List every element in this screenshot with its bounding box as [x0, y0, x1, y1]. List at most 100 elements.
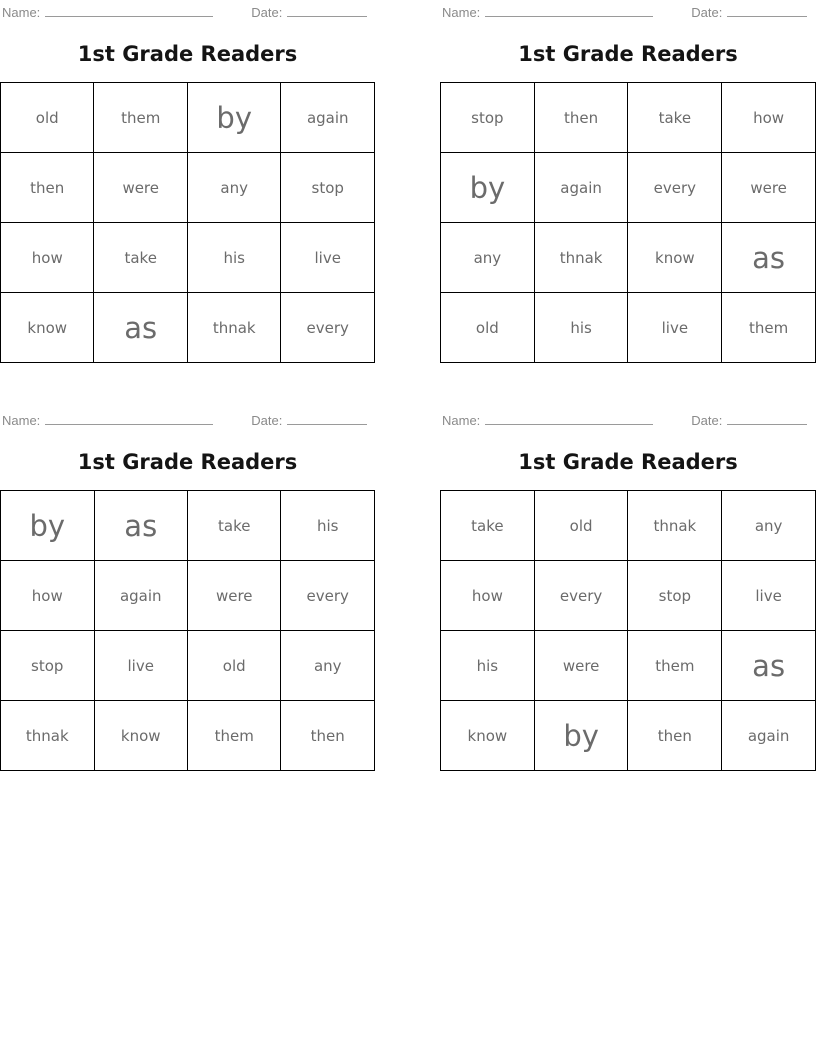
name-blank-line [45, 4, 214, 17]
word-cell: every [627, 152, 723, 223]
bingo-row: how every stop live [440, 560, 816, 631]
word-cell: his [280, 490, 375, 561]
bingo-row: take old thnak any [440, 490, 816, 561]
word-cell: live [721, 560, 816, 631]
bingo-row: stop then take how [440, 82, 816, 153]
word-cell: thnak [533, 222, 629, 293]
word-cell: as [721, 630, 816, 701]
word-cell: by [533, 700, 629, 771]
card-title: 1st Grade Readers [77, 42, 298, 66]
word-cell: again [280, 82, 375, 153]
bingo-grid: by as take his how again were every stop live old a… [0, 490, 375, 771]
bingo-grid: old them by again then were any stop how take his l… [0, 82, 375, 363]
bingo-row: then were any stop [0, 152, 375, 223]
date-blank-line [727, 4, 808, 17]
word-cell: know [93, 700, 188, 771]
word-cell: how [721, 82, 816, 153]
name-label: Name: [442, 413, 481, 428]
bingo-row: old his live them [440, 292, 816, 363]
word-cell: again [533, 152, 629, 223]
bingo-row: by again every were [440, 152, 816, 223]
word-cell: any [186, 152, 282, 223]
word-cell: every [533, 560, 629, 631]
word-cell: know [440, 700, 535, 771]
date-blank-line [287, 412, 368, 425]
word-cell: again [93, 560, 188, 631]
name-date-row: Name: Date: [2, 412, 375, 428]
word-cell: thnak [0, 700, 95, 771]
word-cell: old [533, 490, 629, 561]
word-cell: any [721, 490, 816, 561]
name-label: Name: [442, 5, 481, 20]
bingo-row: his were them as [440, 630, 816, 701]
word-cell: as [93, 490, 188, 561]
card-title: 1st Grade Readers [77, 450, 298, 474]
bingo-card-top-left: Name: Date: 1st Grade Readers old them by a… [0, 0, 375, 365]
word-cell: them [721, 292, 816, 363]
bingo-row: how again were every [0, 560, 375, 631]
word-cell: his [533, 292, 629, 363]
word-cell: old [440, 292, 535, 363]
word-cell: were [186, 560, 282, 631]
bingo-row: any thnak know as [440, 222, 816, 293]
word-cell: how [0, 560, 95, 631]
word-cell: as [721, 222, 816, 293]
word-cell: how [440, 560, 535, 631]
word-cell: by [0, 490, 95, 561]
name-date-row: Name: Date: [2, 4, 375, 20]
name-blank-line [45, 412, 214, 425]
word-cell: were [93, 152, 188, 223]
bingo-grid: stop then take how by again every were any thnak k… [440, 82, 816, 363]
word-cell: every [280, 292, 375, 363]
word-cell: live [627, 292, 723, 363]
word-cell: stop [627, 560, 723, 631]
word-cell: by [186, 82, 282, 153]
card-title: 1st Grade Readers [518, 450, 738, 474]
bingo-row: know by then again [440, 700, 816, 771]
word-cell: as [93, 292, 188, 363]
word-cell: take [186, 490, 282, 561]
bingo-grid: take old thnak any how every stop live his were th… [440, 490, 816, 771]
word-cell: were [533, 630, 629, 701]
word-cell: any [440, 222, 535, 293]
word-cell: any [280, 630, 375, 701]
word-cell: stop [440, 82, 535, 153]
date-label: Date: [691, 413, 723, 428]
word-cell: then [0, 152, 95, 223]
date-label: Date: [691, 5, 723, 20]
word-cell: live [93, 630, 188, 701]
word-cell: every [280, 560, 375, 631]
word-cell: then [627, 700, 723, 771]
word-cell: old [0, 82, 95, 153]
bingo-card-bottom-left: Name: Date: 1st Grade Readers by as take hi… [0, 408, 375, 773]
word-cell: take [440, 490, 535, 561]
name-label: Name: [2, 413, 41, 428]
word-cell: them [186, 700, 282, 771]
word-cell: stop [0, 630, 95, 701]
word-cell: how [0, 222, 95, 293]
word-cell: then [280, 700, 375, 771]
bingo-row: how take his live [0, 222, 375, 293]
bingo-card-top-right: Name: Date: 1st Grade Readers stop then ta… [440, 0, 816, 365]
word-cell: stop [280, 152, 375, 223]
word-cell: by [440, 152, 535, 223]
name-date-row: Name: Date: [442, 4, 816, 20]
word-cell: know [0, 292, 95, 363]
name-blank-line [485, 4, 654, 17]
name-label: Name: [2, 5, 41, 20]
date-blank-line [727, 412, 808, 425]
word-cell: them [93, 82, 188, 153]
bingo-row: thnak know them then [0, 700, 375, 771]
bingo-row: by as take his [0, 490, 375, 561]
word-cell: thnak [627, 490, 723, 561]
bingo-card-bottom-right: Name: Date: 1st Grade Readers take old thn… [440, 408, 816, 773]
word-cell: thnak [186, 292, 282, 363]
bingo-row: know as thnak every [0, 292, 375, 363]
word-cell: take [627, 82, 723, 153]
word-cell: his [440, 630, 535, 701]
bingo-row: old them by again [0, 82, 375, 153]
word-cell: know [627, 222, 723, 293]
date-blank-line [287, 4, 368, 17]
date-label: Date: [251, 5, 283, 20]
